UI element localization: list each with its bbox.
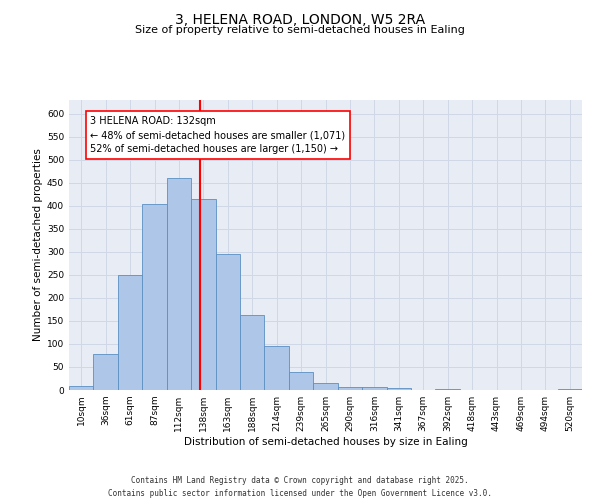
Bar [436,389,460,390]
Bar [240,316,265,390]
Bar [69,386,94,390]
Text: 3, HELENA ROAD, LONDON, W5 2RA: 3, HELENA ROAD, LONDON, W5 2RA [175,12,425,26]
Text: Size of property relative to semi-detached houses in Ealing: Size of property relative to semi-detach… [135,25,465,35]
Bar [557,389,582,390]
Bar [386,388,411,390]
Bar [338,387,362,390]
Bar [142,204,167,390]
Y-axis label: Number of semi-detached properties: Number of semi-detached properties [33,148,43,342]
Text: Contains HM Land Registry data © Crown copyright and database right 2025.
Contai: Contains HM Land Registry data © Crown c… [108,476,492,498]
Text: 3 HELENA ROAD: 132sqm
← 48% of semi-detached houses are smaller (1,071)
52% of s: 3 HELENA ROAD: 132sqm ← 48% of semi-deta… [91,116,346,154]
Bar [313,382,338,390]
Bar [94,354,118,390]
Bar [289,372,313,390]
Bar [265,346,289,390]
Bar [215,254,240,390]
X-axis label: Distribution of semi-detached houses by size in Ealing: Distribution of semi-detached houses by … [184,437,467,447]
Bar [191,199,215,390]
Bar [118,275,142,390]
Bar [362,387,386,390]
Bar [167,178,191,390]
